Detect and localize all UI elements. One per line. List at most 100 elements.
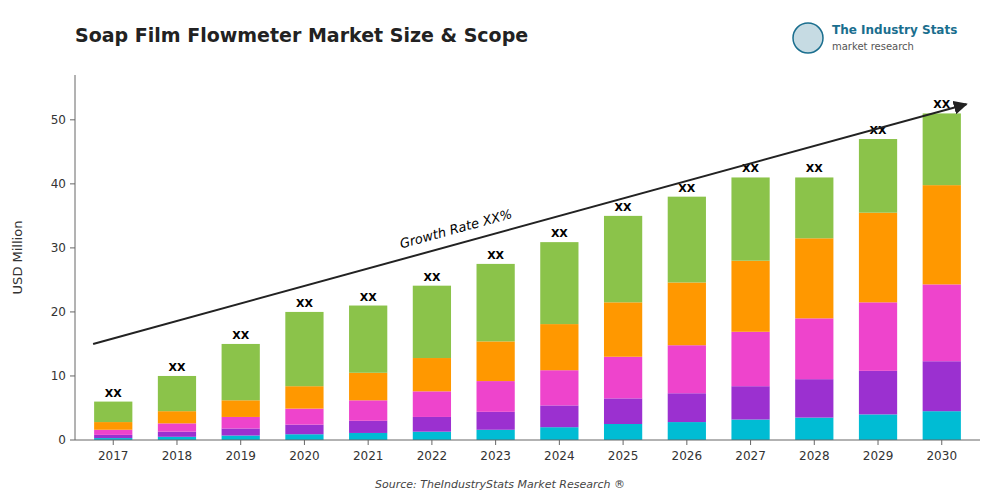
bar-segment [413, 432, 451, 440]
bar-segment [477, 412, 515, 430]
bar-top-label: XX [487, 249, 504, 262]
y-tick [70, 440, 75, 441]
bar-segment [859, 213, 897, 303]
x-tick [240, 440, 241, 445]
logo-subtitle: market research [832, 41, 914, 52]
x-tick [113, 440, 114, 445]
bar-segment [222, 400, 260, 417]
bar-segment [859, 414, 897, 440]
x-tick-label: 2029 [863, 449, 894, 463]
x-tick-label: 2026 [672, 449, 703, 463]
bar-segment [795, 418, 833, 440]
bar-segment [668, 197, 706, 283]
bar-segment [477, 264, 515, 341]
y-axis-line [75, 75, 76, 440]
bar-segment [668, 282, 706, 345]
x-tick-label: 2027 [735, 449, 766, 463]
bar-top-label: XX [296, 297, 313, 310]
x-tick-label: 2019 [225, 449, 256, 463]
x-tick-label: 2030 [926, 449, 957, 463]
bar-segment [285, 425, 323, 435]
bar-segment [158, 411, 196, 423]
y-tick-label: 30 [51, 241, 66, 255]
bar-segment [349, 421, 387, 433]
bar-segment [222, 436, 260, 440]
bar-segment [413, 417, 451, 432]
bar-segment [158, 432, 196, 437]
logo-title: The Industry Stats [832, 23, 957, 37]
bar-top-label: XX [360, 291, 377, 304]
bar-top-label: XX [806, 162, 823, 175]
x-tick [304, 440, 305, 445]
y-tick-label: 20 [51, 305, 66, 319]
x-tick [686, 440, 687, 445]
bar-segment [94, 430, 132, 435]
bar-segment [413, 391, 451, 417]
bar-segment [158, 376, 196, 411]
bar-top-label: XX [551, 227, 568, 240]
chart: Soap Film Flowmeter Market Size & Scope T… [0, 0, 1000, 500]
bar-segment [477, 430, 515, 440]
bar-segment [349, 433, 387, 440]
bar-segment [540, 242, 578, 324]
bar-segment [222, 344, 260, 400]
x-tick-label: 2021 [353, 449, 384, 463]
bar-segment [94, 435, 132, 438]
bar-segment [94, 402, 132, 422]
x-tick-label: 2028 [799, 449, 830, 463]
bar-segment [222, 417, 260, 429]
bar-segment [923, 185, 961, 284]
bar-top-label: XX [423, 271, 440, 284]
growth-arrow [93, 104, 966, 344]
y-tick-label: 50 [51, 113, 66, 127]
bar-segment [668, 422, 706, 440]
bar-segment [923, 113, 961, 185]
bar-top-label: XX [615, 201, 632, 214]
bar-top-label: XX [168, 361, 185, 374]
bar-segment [413, 286, 451, 358]
bar-segment [604, 424, 642, 440]
x-tick-label: 2024 [544, 449, 575, 463]
bar-segment [859, 371, 897, 415]
bar-segment [859, 139, 897, 213]
bar-segment [349, 373, 387, 401]
bar-segment [285, 312, 323, 386]
branding: The Industry Stats market research [793, 23, 957, 53]
bar-segment [540, 427, 578, 440]
bar-segment [731, 177, 769, 260]
x-tick-label: 2022 [417, 449, 448, 463]
bar-segment [731, 386, 769, 419]
x-tick [495, 440, 496, 445]
bar-segment [222, 428, 260, 435]
bar-segment [540, 324, 578, 370]
x-tick-label: 2020 [289, 449, 320, 463]
x-tick [623, 440, 624, 445]
y-tick-label: 40 [51, 177, 66, 191]
bar-segment [477, 341, 515, 381]
y-tick [70, 183, 75, 184]
bar-segment [349, 400, 387, 420]
bar-segment [731, 420, 769, 440]
y-tick-label: 0 [58, 433, 66, 447]
bar-segment [285, 409, 323, 425]
x-tick-label: 2018 [162, 449, 193, 463]
x-tick [368, 440, 369, 445]
x-tick [878, 440, 879, 445]
bar-segment [349, 306, 387, 373]
x-tick-label: 2025 [608, 449, 639, 463]
logo-icon [793, 23, 823, 53]
bar-segment [859, 302, 897, 371]
bar-segment [604, 398, 642, 424]
bar-segment [795, 177, 833, 238]
bar-segment [477, 381, 515, 412]
x-tick-label: 2017 [98, 449, 129, 463]
x-tick [176, 440, 177, 445]
bar-segment [731, 332, 769, 386]
bars [94, 113, 961, 440]
y-axis-label: USD Million [10, 221, 25, 295]
source: Source: TheIndustryStats Market Research… [375, 478, 625, 491]
growth-label: Growth Rate XX% [398, 206, 514, 251]
bar-segment [795, 318, 833, 379]
title: Soap Film Flowmeter Market Size & Scope [75, 24, 528, 46]
y-axis: 01020304050USD Million [10, 75, 75, 447]
